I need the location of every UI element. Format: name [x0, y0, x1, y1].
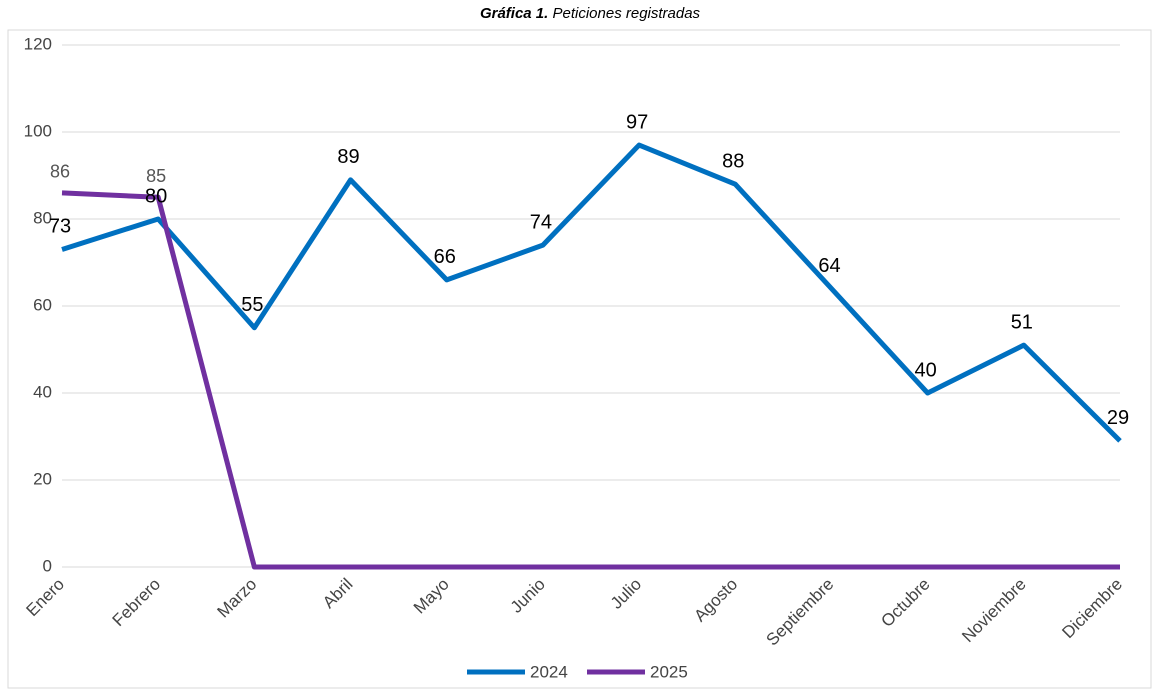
x-tick-label: Diciembre	[1058, 575, 1126, 643]
x-tick-label: Agosto	[690, 575, 741, 626]
y-tick-label: 100	[24, 121, 52, 140]
series-line	[61, 142, 1122, 443]
data-label: 29	[1107, 407, 1129, 429]
y-tick-label: 80	[33, 208, 52, 227]
chart-title: Gráfica 1. Peticiones registradas	[480, 5, 701, 22]
x-tick-label: Mayo	[410, 575, 453, 618]
x-tick-label: Octubre	[877, 575, 933, 631]
data-label: 86	[50, 162, 70, 182]
title-prefix: Gráfica 1.	[480, 5, 548, 22]
x-tick-label: Junio	[507, 575, 549, 617]
x-tick-label: Septiembre	[763, 575, 838, 650]
y-tick-label: 120	[24, 34, 52, 53]
title-text: Peticiones registradas	[552, 5, 700, 22]
x-tick-label: Julio	[607, 575, 645, 613]
data-label: 74	[530, 211, 552, 233]
y-tick-label: 0	[43, 556, 52, 575]
x-tick-label: Marzo	[214, 575, 261, 622]
y-tick-label: 40	[33, 382, 52, 401]
data-label: 66	[434, 246, 456, 268]
data-label: 64	[818, 255, 840, 277]
data-label: 51	[1011, 311, 1033, 333]
x-tick-label: Noviembre	[958, 575, 1030, 647]
chart-border	[7, 29, 1152, 689]
legend-label: 2025	[650, 662, 688, 681]
series-line	[61, 190, 1120, 570]
y-tick-label: 20	[33, 469, 52, 488]
data-label: 73	[49, 216, 71, 238]
x-tick-label: Febrero	[109, 575, 165, 631]
data-label: 85	[146, 166, 166, 186]
legend-label: 2024	[530, 662, 568, 681]
data-label: 88	[722, 150, 744, 172]
x-tick-label: Enero	[22, 575, 68, 621]
data-label: 55	[241, 294, 263, 316]
y-tick-label: 60	[33, 295, 52, 314]
data-label: 97	[626, 111, 648, 133]
data-label: 40	[915, 359, 937, 381]
x-tick-label: Abril	[319, 575, 356, 612]
data-label: 89	[337, 146, 359, 168]
data-label: 80	[145, 185, 167, 207]
